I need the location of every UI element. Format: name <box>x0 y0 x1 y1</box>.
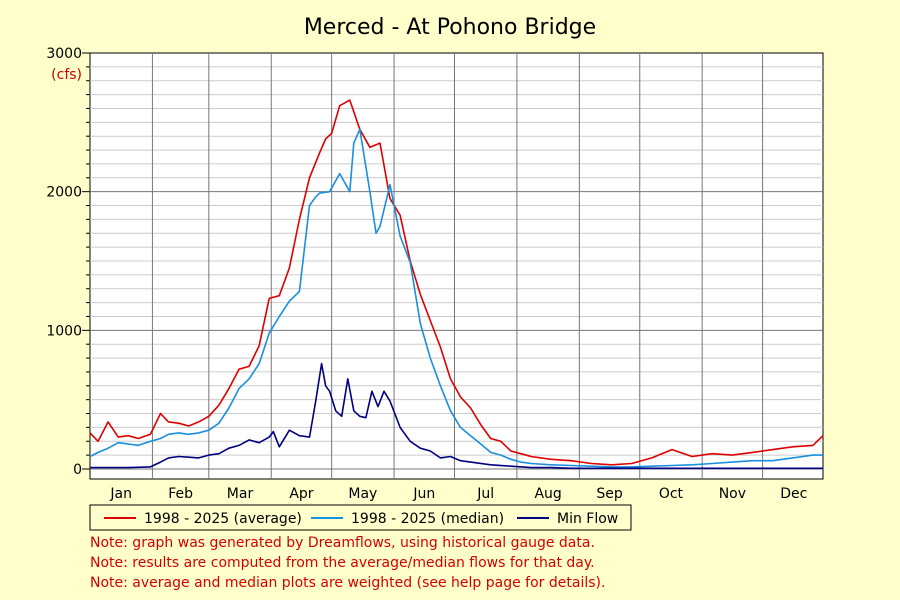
legend-label-average: 1998 - 2025 (average) <box>144 511 302 527</box>
legend-label-min-flow: Min Flow <box>557 511 618 527</box>
grid-lines <box>90 53 823 479</box>
x-tick-label: Dec <box>780 486 807 502</box>
median-series-line <box>89 128 823 468</box>
y-tick-label: 3000 <box>46 46 82 62</box>
y-tick-label: 0 <box>73 462 82 478</box>
series-layer <box>89 99 824 470</box>
x-tick-label: Jan <box>109 486 132 502</box>
note-line-3: Note: average and median plots are weigh… <box>90 575 606 591</box>
chart-title: Merced - At Pohono Bridge <box>304 15 596 40</box>
x-tick-label: Feb <box>168 486 193 502</box>
x-tick-label: Nov <box>719 486 746 502</box>
legend: 1998 - 2025 (average) 1998 - 2025 (media… <box>89 504 632 531</box>
min-flow-series-line <box>90 362 823 470</box>
x-tick-label: May <box>348 486 377 502</box>
x-tick-label: Apr <box>289 486 313 502</box>
x-tick-label: Aug <box>534 486 561 502</box>
axes: Jan Feb Mar Apr May Jun Jul Aug Sep Oct Nov Dec 0 100… <box>46 46 807 502</box>
note-line-2: Note: results are computed from the aver… <box>90 555 595 571</box>
x-tick-label: Mar <box>227 486 254 502</box>
x-tick-label: Jun <box>412 486 435 502</box>
plot-area <box>89 52 824 480</box>
x-tick-label: Jul <box>476 486 494 502</box>
x-tick-label: Sep <box>596 486 623 502</box>
y-tick-label: 1000 <box>46 323 82 339</box>
note-line-1: Note: graph was generated by Dreamflows,… <box>90 535 595 551</box>
legend-label-median: 1998 - 2025 (median) <box>351 511 504 527</box>
y-tick-label: 2000 <box>46 185 82 201</box>
x-tick-label: Oct <box>659 486 684 502</box>
y-unit-label: (cfs) <box>51 67 82 83</box>
average-series-line <box>89 99 824 466</box>
